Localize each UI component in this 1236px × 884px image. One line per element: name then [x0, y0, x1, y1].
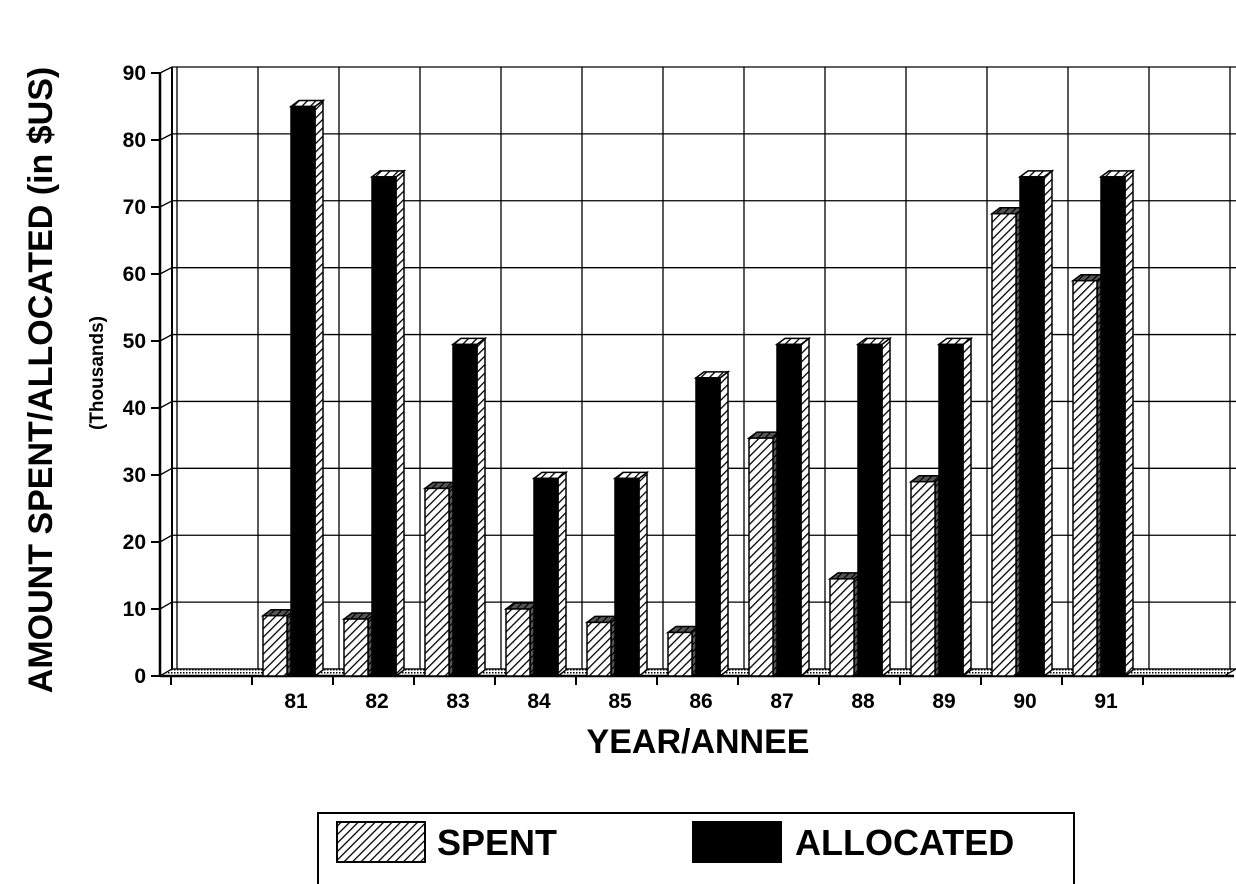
bar-spent-front	[262, 614, 288, 677]
bar-spent-front	[991, 212, 1017, 677]
bar-allocated-front	[614, 477, 640, 677]
bar-allocated-front	[938, 343, 964, 677]
bar-allocated-side	[395, 169, 405, 678]
bar-allocated-front	[290, 105, 316, 677]
bar-allocated-side	[962, 336, 972, 678]
bar-allocated-front	[1019, 176, 1045, 677]
bar-allocated-side	[314, 99, 324, 678]
bar-allocated	[1098, 169, 1136, 678]
bar-allocated-front	[1100, 176, 1126, 677]
bar-allocated-front	[371, 176, 397, 677]
y-tick-label: 70	[123, 196, 146, 219]
gridline-depth	[159, 66, 173, 74]
x-tick-label: 82	[365, 690, 388, 713]
bar-allocated	[1017, 169, 1055, 678]
y-tick-label: 20	[123, 531, 146, 554]
bar-allocated-front	[695, 377, 721, 677]
bar-allocated-side	[719, 370, 729, 678]
legend: SPENT ALLOCATED	[317, 812, 1075, 884]
legend-label-spent: SPENT	[437, 822, 557, 863]
x-tick-labels: 81 82 83 84 85 86 87 88 89 90 91	[284, 690, 1118, 713]
x-tick-label: 84	[527, 690, 551, 713]
x-tick-label: 81	[284, 690, 308, 713]
bar-spent	[989, 206, 1027, 678]
bar-allocated-front	[452, 343, 478, 677]
x-axis-label: YEAR/ANNEE	[587, 723, 810, 761]
bar-allocated	[612, 470, 650, 678]
bar-allocated-front	[776, 343, 802, 677]
gridline-depth	[159, 333, 173, 342]
bar-allocated-side	[1124, 169, 1134, 678]
bar-spent-front	[343, 618, 369, 677]
gridline-depth	[159, 400, 173, 409]
bar-spent	[746, 430, 784, 678]
bar-spent	[422, 480, 460, 678]
gridline-depth	[159, 601, 173, 610]
bar-allocated	[693, 370, 731, 678]
x-tick-label: 88	[851, 690, 875, 713]
y-tick-label: 50	[123, 330, 146, 353]
bar-spent	[503, 601, 541, 678]
y-tick-labels: 0 10 20 30 40 50 60 70 80 90	[123, 62, 146, 688]
gridline-depth	[159, 200, 173, 208]
bar-allocated-side	[638, 470, 648, 678]
bar-spent-front	[748, 437, 774, 677]
bar-spent-front	[586, 621, 612, 677]
gridline-depth	[159, 534, 173, 543]
bar-allocated-side	[1043, 169, 1053, 678]
x-tick-label: 91	[1094, 690, 1118, 713]
y-tick-label: 60	[123, 263, 146, 286]
bar-spent-front	[667, 631, 693, 677]
gridline-depth	[159, 133, 173, 141]
bar-allocated	[288, 99, 326, 678]
bar-spent-front	[505, 608, 531, 677]
x-tick-label: 86	[689, 690, 712, 713]
legend-label-allocated: ALLOCATED	[795, 822, 1014, 863]
chart-bars	[260, 99, 1136, 678]
bar-allocated	[774, 336, 812, 678]
x-tick-label: 83	[446, 690, 469, 713]
bar-allocated	[855, 336, 893, 678]
bar-allocated	[450, 336, 488, 678]
y-tick-label: 0	[134, 665, 146, 688]
bar-allocated-side	[800, 336, 810, 678]
x-tick-label: 89	[932, 690, 955, 713]
y-tick-label: 80	[123, 129, 146, 152]
y-axis-sublabel: (Thousands)	[87, 316, 108, 430]
y-tick-label: 10	[123, 598, 146, 621]
bar-spent	[827, 571, 865, 678]
bar-allocated-side	[476, 336, 486, 678]
gridline-depth	[159, 267, 173, 275]
bar-spent-front	[424, 487, 450, 677]
bar-allocated	[531, 470, 569, 678]
x-tick-label: 90	[1013, 690, 1036, 713]
bar-spent	[260, 608, 298, 678]
bar-spent	[1070, 273, 1108, 678]
y-tick-label: 30	[123, 464, 146, 487]
bar-spent	[584, 614, 622, 678]
bar-spent-front	[829, 578, 855, 677]
y-axis-label: AMOUNT SPENT/ALLOCATED (in $US)	[22, 67, 60, 693]
bar-spent	[341, 611, 379, 678]
legend-swatch-allocated	[692, 821, 782, 863]
x-tick-label: 85	[608, 690, 632, 713]
chart-grid	[159, 66, 1236, 677]
y-tick-label: 40	[123, 397, 146, 420]
x-tick-label: 87	[770, 690, 793, 713]
bar-allocated	[936, 336, 974, 678]
gridline-depth	[159, 467, 173, 476]
y-tick-label: 90	[123, 62, 146, 85]
bar-allocated-side	[881, 336, 891, 678]
bar-spent-front	[910, 480, 936, 677]
bar-allocated-front	[533, 477, 559, 677]
bar-allocated-front	[857, 343, 883, 677]
legend-swatch-spent	[336, 821, 426, 863]
bar-allocated	[369, 169, 407, 678]
bar-allocated-side	[557, 470, 567, 678]
bar-spent	[908, 474, 946, 678]
bar-spent-front	[1072, 279, 1098, 677]
bar-spent	[665, 624, 703, 678]
